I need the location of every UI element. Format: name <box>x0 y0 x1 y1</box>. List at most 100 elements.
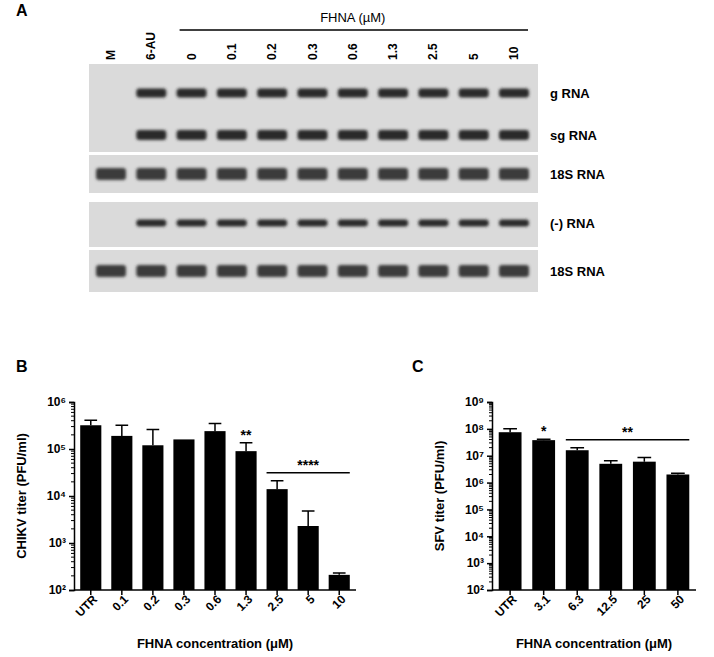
tick-mark <box>487 482 492 484</box>
tick: 10⁶ <box>465 476 492 490</box>
minor-tick <box>71 453 74 454</box>
minor-tick <box>489 442 492 443</box>
blot-background <box>89 64 538 152</box>
band <box>499 89 529 98</box>
tick-mark <box>69 590 74 592</box>
tick-label: 0.1 <box>109 592 131 614</box>
band <box>177 220 207 227</box>
minor-tick <box>489 550 492 551</box>
bar <box>298 526 319 590</box>
band <box>338 168 368 180</box>
minor-tick <box>489 461 492 462</box>
tick: 10⁴ <box>47 489 74 503</box>
minor-tick <box>71 463 74 464</box>
tick: 10⁴ <box>465 530 492 544</box>
minor-tick <box>71 550 74 551</box>
header-line <box>180 29 528 31</box>
minor-tick <box>489 542 492 543</box>
tick: 2.5 <box>265 590 287 614</box>
band <box>217 265 247 277</box>
band <box>338 265 368 277</box>
tick: 10² <box>49 583 74 597</box>
tick-mark <box>69 496 74 498</box>
lane-label: M <box>104 50 118 60</box>
tick: 10⁵ <box>47 442 74 456</box>
bar <box>142 445 163 590</box>
tick-label: 3.1 <box>531 592 553 614</box>
bar <box>267 489 288 590</box>
tick-label: 10⁵ <box>465 503 484 517</box>
band <box>338 220 368 227</box>
tick-label: 10⁴ <box>47 489 66 503</box>
band <box>257 220 287 227</box>
error-bar <box>147 429 160 445</box>
minor-tick <box>489 555 492 556</box>
minor-tick <box>71 557 74 558</box>
minor-tick <box>71 500 74 501</box>
band <box>378 130 408 140</box>
tick-mark <box>487 455 492 457</box>
tick-label: 10² <box>467 583 484 597</box>
lane-label: 0.6 <box>346 43 360 60</box>
minor-tick <box>489 434 492 435</box>
minor-tick <box>489 436 492 437</box>
minor-tick <box>489 523 492 524</box>
tick: UTR <box>492 590 520 620</box>
lane-label: 10 <box>507 46 521 60</box>
minor-tick <box>71 553 74 554</box>
minor-tick <box>489 404 492 405</box>
minor-tick <box>71 547 74 548</box>
band <box>418 89 448 98</box>
minor-tick <box>71 561 74 562</box>
band <box>459 168 489 180</box>
band <box>177 130 207 140</box>
minor-tick <box>489 458 492 459</box>
annotation: ** <box>241 427 252 443</box>
x-axis: UTR3.16.312.52550 <box>492 590 696 620</box>
tick-mark <box>487 429 492 431</box>
minor-tick <box>71 409 74 410</box>
tick-mark <box>69 449 74 451</box>
tick-label: 5 <box>303 592 318 607</box>
minor-tick <box>489 463 492 464</box>
minor-tick <box>71 506 74 507</box>
tick-mark <box>487 590 492 592</box>
tick: 0.6 <box>203 590 225 614</box>
minor-tick <box>489 538 492 539</box>
minor-tick <box>71 473 74 474</box>
tick-label: 1.3 <box>234 592 256 614</box>
error-bar <box>240 443 253 451</box>
minor-tick <box>71 412 74 413</box>
minor-tick <box>489 573 492 574</box>
minor-tick <box>489 459 492 460</box>
tick-mark <box>69 402 74 404</box>
band <box>257 89 287 98</box>
band <box>177 265 207 277</box>
minor-tick <box>71 567 74 568</box>
tick-label: 0.2 <box>141 592 163 614</box>
minor-tick <box>489 483 492 484</box>
error-bar <box>604 461 618 464</box>
band <box>499 168 529 180</box>
annotation: ** <box>622 424 633 440</box>
band <box>378 220 408 227</box>
lane-label: 0 <box>185 53 199 60</box>
chart: B10²10³10⁴10⁵10⁶UTR0.10.20.30.61.32.5510… <box>14 358 356 651</box>
bar <box>499 432 522 590</box>
band-label: 18S RNA <box>550 264 606 279</box>
tick: 10⁵ <box>465 503 492 517</box>
band <box>298 89 328 98</box>
minor-tick <box>489 537 492 538</box>
tick-label: 12.5 <box>594 592 621 619</box>
tick-label: 2.5 <box>265 592 287 614</box>
band <box>499 130 529 140</box>
bar <box>204 431 225 590</box>
minor-tick <box>489 544 492 545</box>
minor-tick <box>71 434 74 435</box>
tick-label: 10³ <box>49 536 66 550</box>
minor-tick <box>489 546 492 547</box>
minor-tick <box>489 493 492 494</box>
minor-tick <box>489 485 492 486</box>
tick-mark <box>487 509 492 511</box>
bar <box>666 474 689 590</box>
